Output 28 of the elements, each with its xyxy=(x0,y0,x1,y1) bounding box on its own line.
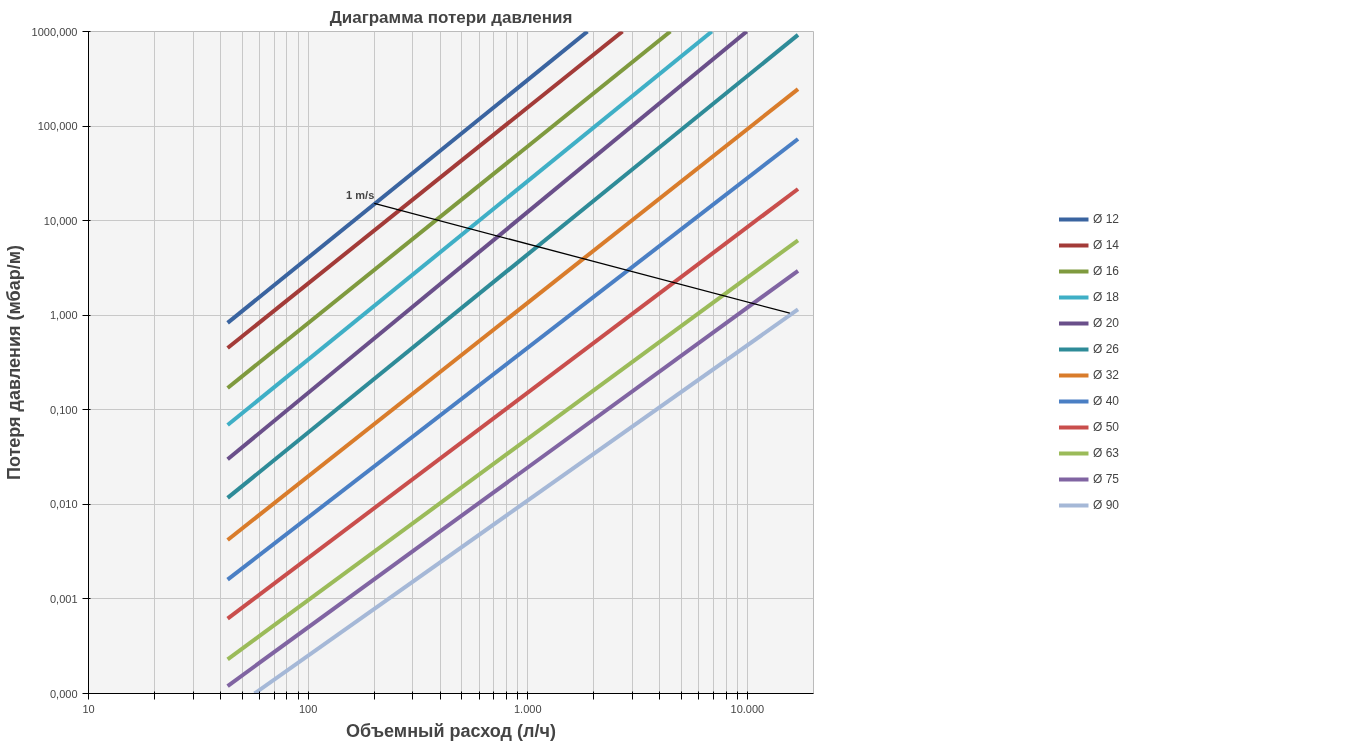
legend-label: Ø 12 xyxy=(1092,212,1120,226)
y-tick-label: 1,000 xyxy=(49,309,78,322)
legend-label: Ø 14 xyxy=(1092,238,1120,252)
x-tick-label: 10.000 xyxy=(730,702,765,715)
x-tick-label: 1.000 xyxy=(513,702,542,715)
y-tick-label: 10,000 xyxy=(43,214,78,227)
y-tick-label: 100,000 xyxy=(37,120,78,133)
legend-label: Ø 18 xyxy=(1092,290,1120,304)
legend-label: Ø 75 xyxy=(1092,472,1120,486)
legend-label: Ø 90 xyxy=(1092,498,1120,512)
y-tick-label: 1000,000 xyxy=(31,25,78,38)
legend-label: Ø 32 xyxy=(1092,368,1120,382)
legend-label: Ø 20 xyxy=(1092,316,1120,330)
x-axis-title: Объемный расход (л/ч) xyxy=(346,720,556,741)
legend-label: Ø 26 xyxy=(1092,342,1120,356)
legend-label: Ø 16 xyxy=(1092,264,1120,278)
x-tick-label: 100 xyxy=(298,702,318,715)
legend-label: Ø 63 xyxy=(1092,446,1120,460)
y-tick-label: 0,000 xyxy=(49,687,78,700)
chart-title: Диаграмма потери давления xyxy=(329,7,573,27)
annotation: 1 m/s xyxy=(346,189,375,202)
y-tick-label: 0,010 xyxy=(49,498,78,511)
y-axis-title: Потеря давления (мбар/м) xyxy=(3,245,24,480)
legend-label: Ø 40 xyxy=(1092,394,1120,408)
y-tick-label: 0,100 xyxy=(49,403,78,416)
y-tick-label: 0,001 xyxy=(49,592,78,605)
x-tick-label: 10 xyxy=(82,702,95,715)
legend-label: Ø 50 xyxy=(1092,420,1120,434)
